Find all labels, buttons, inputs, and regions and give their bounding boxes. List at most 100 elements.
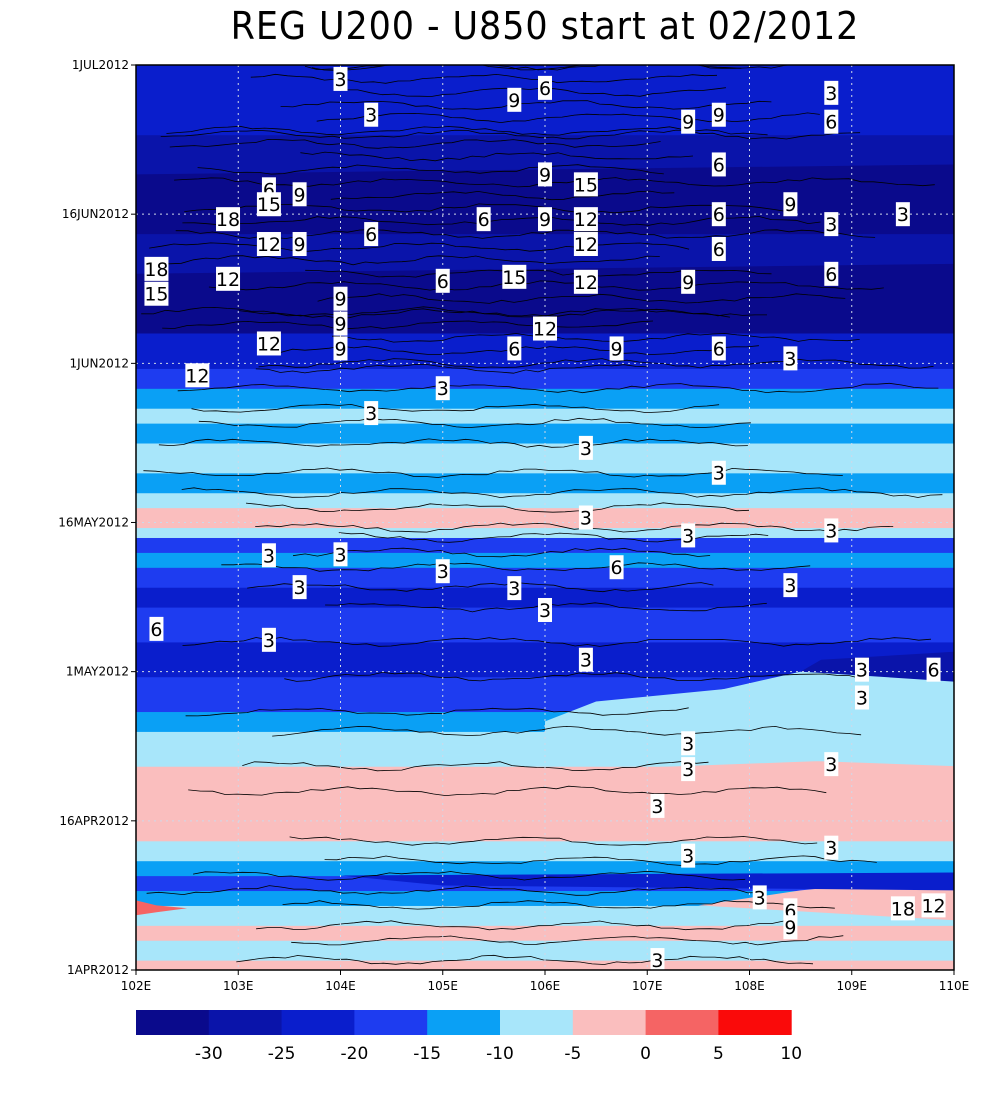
contour-label-box: [435, 268, 450, 293]
contour-band: [136, 552, 954, 568]
contour-line: [300, 151, 694, 162]
contour-label: 9: [333, 336, 348, 361]
contour-line: [250, 73, 718, 84]
contour-label-value: 3: [651, 950, 663, 972]
contour-line: [317, 293, 846, 304]
contour-label: 3: [681, 757, 696, 782]
contour-label-box: [333, 336, 348, 361]
contour-label-box: [256, 232, 281, 257]
contour-label-box: [573, 232, 598, 257]
contour-label: 18: [216, 207, 240, 232]
contour-line: [292, 547, 711, 558]
contour-label-box: [507, 576, 522, 601]
contour-label-box: [538, 75, 552, 100]
contour-label-box: [681, 731, 696, 756]
y-axis: 1APR2012 16APR2012 1MAY2012 16MAY2012 1JUN20…: [58, 58, 136, 977]
contour-label-box: [333, 66, 348, 91]
contour-label-value: 3: [580, 438, 592, 460]
contour-label: 12: [257, 331, 281, 356]
contour-label-value: 6: [713, 239, 725, 261]
y-tick-label: 1APR2012: [67, 963, 129, 977]
contour-label: 3: [538, 597, 552, 622]
contour-label: 9: [711, 102, 726, 127]
contour-label-box: [824, 518, 839, 543]
contour-label: 18: [891, 896, 915, 921]
contour-label-value: 3: [365, 105, 377, 127]
colorbar-swatch: [281, 1010, 355, 1035]
colorbar-label: -30: [195, 1044, 223, 1064]
contour-label-value: 15: [144, 284, 168, 306]
y-tick-label: 16MAY2012: [58, 515, 129, 529]
contour-label: 3: [824, 212, 839, 237]
contour-label: 3: [783, 573, 798, 598]
contour-label: 12: [256, 232, 281, 257]
contour-label-value: 15: [257, 194, 281, 216]
colorbar-swatch: [354, 1010, 428, 1035]
contour-label: 9: [783, 915, 798, 940]
contour-label: 3: [854, 685, 869, 710]
contour-label-box: [538, 207, 552, 232]
contour-label-box: [824, 752, 839, 777]
contour-label-box: [824, 80, 839, 105]
contour-line: [198, 417, 751, 429]
contour-label: 3: [711, 460, 726, 485]
y-tick-label: 1JUN2012: [70, 356, 129, 370]
colorbar-swatch: [136, 1010, 210, 1035]
colorbar-label: -25: [268, 1044, 296, 1064]
contour-label-value: 3: [580, 508, 592, 530]
x-tick-label: 108E: [734, 979, 765, 993]
contour-label: 6: [476, 207, 491, 232]
contour-line: [175, 229, 876, 239]
contour-line: [311, 65, 742, 71]
contour-band: [136, 905, 954, 926]
contour-line: [255, 364, 649, 374]
contour-label-box: [507, 87, 522, 112]
contour-line: [258, 358, 934, 369]
contour-label-box: [752, 885, 767, 910]
contour-label-box: [681, 523, 696, 548]
contour-label: 3: [292, 575, 307, 600]
colorbar-label: 5: [713, 1044, 724, 1064]
contour-label-value: 3: [365, 403, 377, 425]
colorbar-label: -5: [564, 1044, 581, 1064]
contour-line: [256, 920, 784, 931]
contour-label-box: [783, 573, 798, 598]
contour-line: [333, 87, 726, 97]
contour-label: 6: [711, 152, 726, 177]
contour-label: 15: [144, 281, 169, 306]
contour-label-value: 3: [294, 577, 306, 599]
contour-label-box: [824, 835, 839, 860]
contour-line: [146, 885, 761, 896]
contour-label-box: [538, 597, 552, 622]
contour-label: 3: [364, 401, 379, 426]
contour-label: 3: [435, 376, 450, 401]
contour-label-box: [435, 559, 450, 584]
contour-label-value: 3: [825, 214, 837, 236]
contour-label-value: 9: [611, 338, 623, 360]
contour-line: [185, 707, 689, 717]
contour-label-box: [573, 172, 598, 197]
contour-label-value: 3: [784, 348, 796, 370]
contour-label: 12: [573, 232, 598, 257]
contour-label-value: 6: [437, 271, 449, 293]
contour-label-value: 6: [150, 619, 162, 641]
contour-label: 3: [824, 518, 839, 543]
contour-label-box: [144, 256, 169, 281]
colorbar-swatch: [645, 1010, 719, 1035]
contour-label: 6: [364, 222, 379, 247]
contour-label: 6: [609, 555, 624, 580]
contour-label: 6: [824, 261, 839, 286]
contour-label-value: 12: [921, 895, 945, 917]
contour-line: [316, 112, 820, 124]
contour-line: [177, 382, 939, 394]
contour-line: [162, 320, 654, 330]
contour-label-value: 3: [825, 520, 837, 542]
contour-line: [191, 403, 720, 414]
contour-label-box: [538, 162, 552, 187]
contour-label-value: 6: [611, 557, 623, 579]
contour-label-value: 6: [365, 224, 377, 246]
contour-label-value: 12: [574, 209, 598, 231]
contour-label: 18: [144, 256, 169, 281]
contour-label-value: 12: [257, 234, 281, 256]
